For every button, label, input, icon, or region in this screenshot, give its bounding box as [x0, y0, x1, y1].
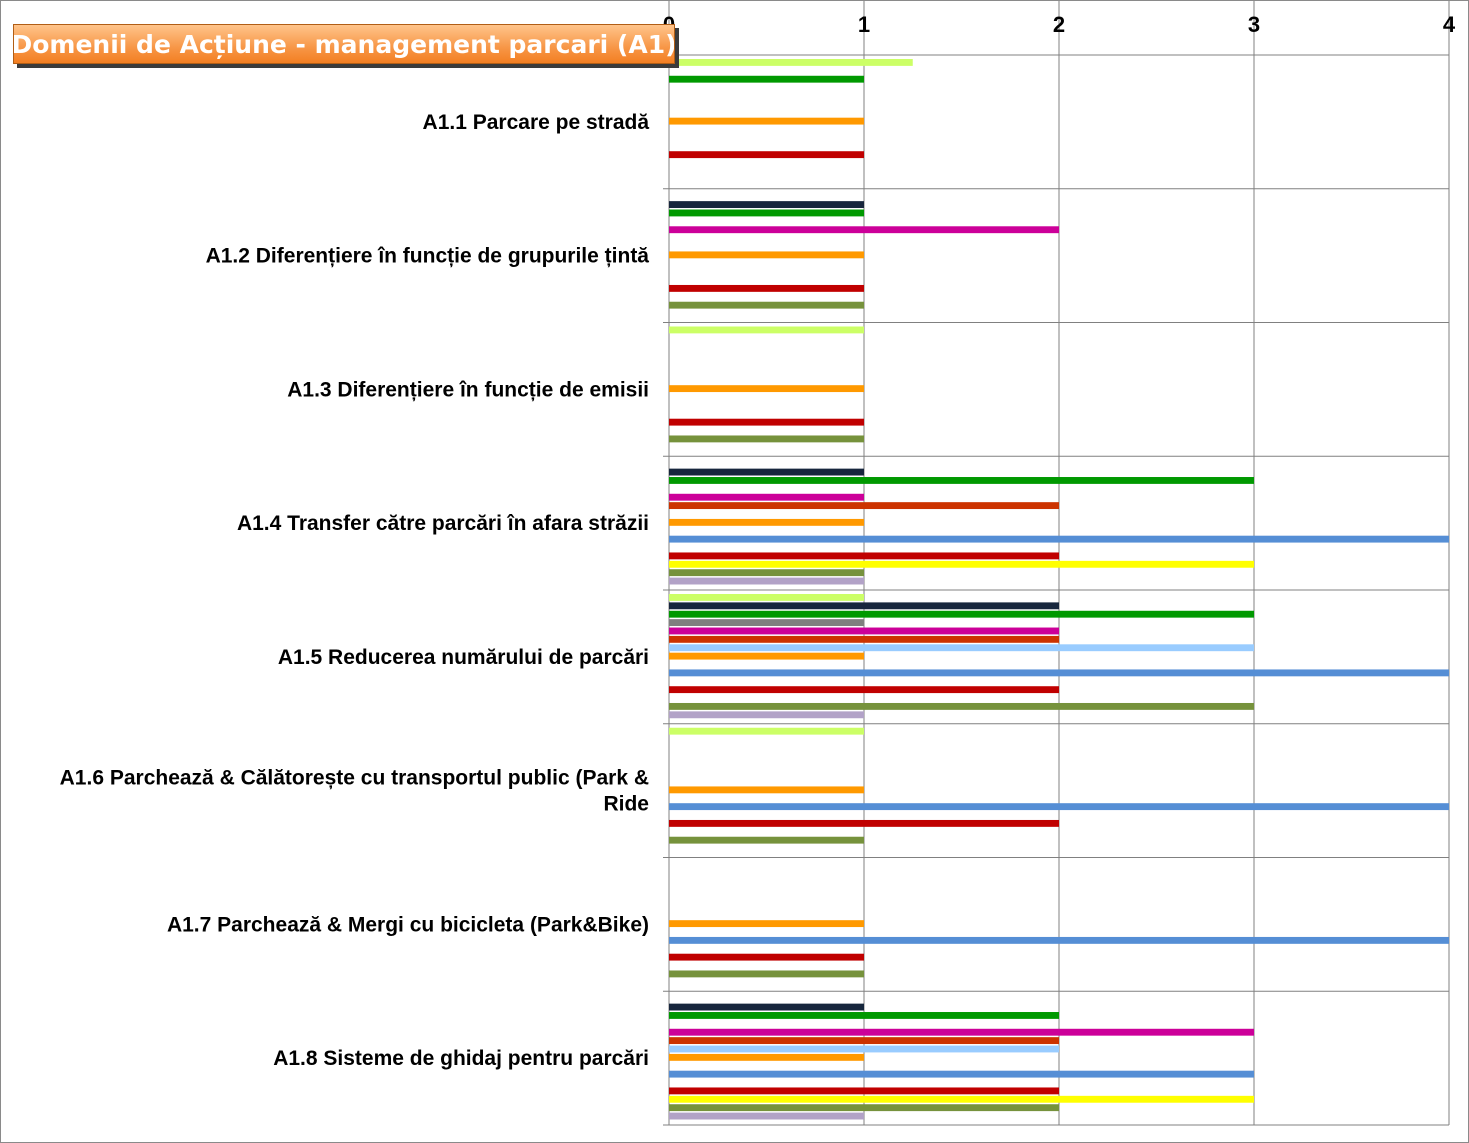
bar: [669, 502, 1059, 510]
category-label: A1.8 Sisteme de ghidaj pentru parcări: [273, 1047, 649, 1070]
bar: [669, 1003, 864, 1011]
bar: [669, 560, 1254, 568]
bar: [669, 602, 1059, 610]
bar: [669, 803, 1449, 811]
x-tick-label: 3: [1248, 12, 1260, 37]
bar: [669, 418, 864, 426]
bar: [669, 493, 864, 501]
bar: [669, 535, 1449, 543]
bar: [669, 686, 1059, 694]
bar: [669, 619, 864, 627]
bar: [669, 477, 1254, 484]
bar: [669, 1112, 864, 1120]
bar: [669, 1070, 1254, 1078]
bar: [669, 75, 864, 83]
grid-layer: [663, 1, 1450, 1126]
bar: [669, 518, 864, 526]
bar: [669, 970, 864, 978]
bar: [669, 1095, 1254, 1103]
category-labels: A1.1 Parcare pe stradă A1.2 Diferențiere …: [60, 111, 650, 1070]
bar: [669, 594, 864, 601]
bar: [669, 577, 864, 585]
chart-title: Domenii de Acțiune - management parcari …: [13, 24, 675, 64]
bar: [669, 552, 1059, 560]
bar: [669, 836, 864, 844]
bar: [669, 786, 864, 794]
bar: [669, 711, 864, 719]
category-label: A1.6 Parchează & Călătorește cu transpor…: [60, 767, 649, 816]
category-label: A1.7 Parchează & Mergi cu bicicleta (Par…: [167, 913, 649, 936]
bar: [669, 301, 864, 309]
bar: [669, 326, 864, 334]
bar: [669, 920, 864, 928]
bar: [669, 727, 864, 735]
category-label: A1.5 Reducerea numărului de parcări: [278, 646, 649, 669]
bar: [669, 1037, 1059, 1045]
bar: [669, 251, 864, 259]
bar: [669, 1053, 864, 1061]
bar: [669, 644, 1254, 652]
bar: [669, 652, 864, 660]
bar: [669, 610, 1254, 618]
bar: [669, 1087, 1059, 1095]
bars-layer: [669, 59, 1449, 1120]
x-tick-label: 1: [858, 12, 870, 37]
bar: [669, 635, 1059, 643]
bar: [669, 819, 1059, 827]
category-label: A1.4 Transfer către parcări în afara str…: [237, 512, 649, 535]
bar: [669, 1028, 1254, 1036]
bar: [669, 1045, 1059, 1053]
bar: [669, 284, 864, 292]
category-label: A1.3 Diferențiere în funcție de emisii: [287, 378, 649, 401]
bar: [669, 435, 864, 443]
category-label: A1.1 Parcare pe stradă: [423, 111, 650, 134]
x-tick-label: 2: [1053, 12, 1065, 37]
bar: [669, 669, 1449, 677]
bar: [669, 226, 1059, 234]
bar: [669, 1012, 1059, 1019]
x-tick-label: 4: [1443, 12, 1456, 37]
bar: [669, 1104, 1059, 1112]
bar: [669, 59, 913, 66]
bar: [669, 953, 864, 961]
bar: [669, 468, 864, 476]
category-label: A1.2 Diferențiere în funcție de grupuril…: [206, 245, 650, 268]
bar: [669, 569, 864, 577]
bar: [669, 117, 864, 125]
bar: [669, 936, 1449, 944]
bar: [669, 385, 864, 393]
bar: [669, 702, 1254, 710]
bar: [669, 209, 864, 217]
x-axis-tick-labels: 01234: [663, 12, 1456, 37]
bar: [669, 201, 864, 209]
bar: [669, 151, 864, 159]
bar: [669, 627, 1059, 635]
